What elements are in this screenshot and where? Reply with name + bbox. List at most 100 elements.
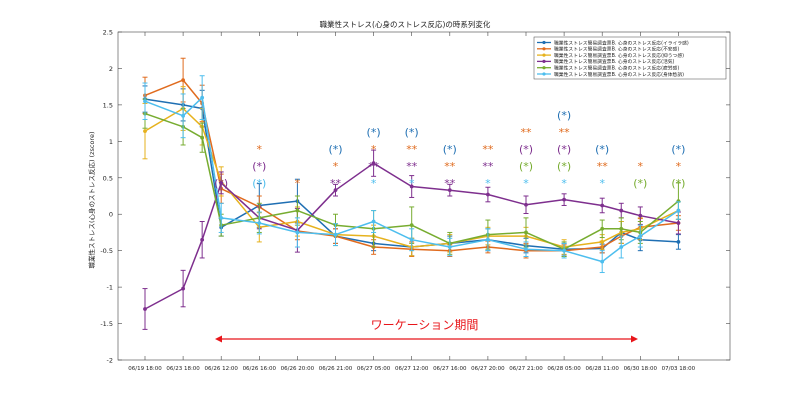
data-point <box>676 221 681 225</box>
data-point <box>600 259 605 264</box>
significance-mark: ** <box>406 143 418 156</box>
significance-mark: (*) <box>328 143 342 156</box>
x-tick-label: 06/27 21:00 <box>509 366 543 372</box>
significance-mark: (*) <box>519 143 533 156</box>
y-axis-label: 職業性ストレス(心身のストレス反応) (zscore) <box>87 131 96 268</box>
significance-mark: ** <box>559 126 571 139</box>
data-point <box>295 230 300 235</box>
x-tick-label: 06/26 12:00 <box>204 366 238 372</box>
significance-mark: * <box>333 160 339 173</box>
data-point <box>219 215 224 220</box>
significance-mark: * <box>599 177 605 190</box>
data-point <box>619 226 624 231</box>
legend-entry: 職業性ストレス簡易調査票B. 心身のストレス反応(疲労感) <box>554 65 679 72</box>
x-tick-label: 06/27 12:00 <box>395 366 429 372</box>
significance-mark: ** <box>444 177 456 190</box>
data-point <box>638 213 643 218</box>
data-point <box>638 234 643 238</box>
significance-mark: ** <box>482 160 494 173</box>
y-tick-label: 1.5 <box>103 101 113 109</box>
y-tick-label: 2 <box>109 65 113 73</box>
significance-mark: ** <box>597 160 609 173</box>
data-point <box>524 247 528 252</box>
data-point <box>181 78 186 83</box>
x-tick-label: 06/27 16:00 <box>433 366 467 372</box>
data-point <box>524 230 528 235</box>
y-tick-label: -0.5 <box>100 247 113 255</box>
significance-mark: (*) <box>557 143 571 156</box>
y-tick-label: -1.5 <box>100 320 113 328</box>
significance-mark: (*) <box>252 160 266 173</box>
data-point <box>486 237 490 242</box>
significance-mark: (*) <box>252 177 266 190</box>
period-annotation-label: ワーケーション期間 <box>371 318 479 332</box>
legend-entry: 職業性ストレス簡易調査票B. 心身のストレス反応(イライラ感) <box>554 39 689 46</box>
data-point <box>676 208 681 213</box>
significance-mark: (*) <box>671 143 685 156</box>
data-point <box>181 113 186 118</box>
data-point <box>524 202 528 207</box>
significance-mark: * <box>561 177 567 190</box>
y-tick-label: -2 <box>107 357 113 365</box>
x-tick-label: 06/19 18:00 <box>128 366 162 372</box>
data-point <box>200 237 205 242</box>
y-tick-label: 0.5 <box>103 174 113 182</box>
axis-ticks: 2.5 2 1.5 1 0.5 0 -0.5 -1 -1.5 -2 06/19 18:00 06/23… <box>100 29 730 372</box>
significance-mark: (*) <box>595 143 609 156</box>
x-tick-label: 06/26 20:00 <box>281 366 315 372</box>
data-point <box>409 184 414 189</box>
significance-mark: (*) <box>633 177 647 190</box>
data-point <box>676 240 681 244</box>
legend-marker <box>542 59 546 64</box>
significance-mark: * <box>638 160 644 173</box>
y-tick-label: 0 <box>109 211 113 219</box>
significance-mark: ** <box>444 160 456 173</box>
data-point <box>371 161 376 166</box>
significance-mark: * <box>409 177 415 190</box>
significance-mark: (*) <box>671 177 685 190</box>
data-point <box>333 232 338 237</box>
significance-mark: ** <box>368 160 380 173</box>
significance-mark: (*) <box>519 160 533 173</box>
data-point <box>447 245 452 249</box>
period-annotation: ワーケーション期間 <box>215 318 638 343</box>
x-tick-label: 06/28 11:00 <box>585 366 619 372</box>
data-point <box>447 188 452 193</box>
data-point <box>219 180 224 185</box>
x-tick-label: 06/26 16:00 <box>243 366 277 372</box>
data-point <box>486 192 490 197</box>
significance-mark: (*) <box>367 126 381 139</box>
legend-marker <box>542 40 546 45</box>
data-point <box>143 307 147 311</box>
data-point <box>619 208 624 213</box>
significance-mark: ** <box>482 143 494 156</box>
legend-entry: 職業性ストレス簡易調査票B. 心身のストレス反応(抑うつ感) <box>554 52 684 59</box>
series-group <box>142 57 681 330</box>
data-point <box>143 129 147 134</box>
data-point <box>562 197 566 202</box>
data-point <box>257 221 262 225</box>
legend-marker <box>542 72 546 76</box>
significance-mark: ** <box>330 177 342 190</box>
legend-marker <box>542 66 546 70</box>
significance-mark: (*) <box>557 160 571 173</box>
data-point <box>200 135 205 140</box>
significance-markers: (*)*(*)(*) *(*)***(*)****(*)*****(*)*****… <box>214 109 685 190</box>
series-4 <box>142 149 681 330</box>
x-tick-label: 06/28 05:00 <box>547 366 581 372</box>
period-arrow-head-left <box>215 335 222 343</box>
legend-entry: 職業性ストレス簡易調査票B. 心身のストレス反応(活気) <box>554 58 675 65</box>
x-tick-label: 06/27 20:00 <box>471 366 505 372</box>
series-6 <box>142 75 681 274</box>
data-point <box>600 203 605 208</box>
legend-entry: 職業性ストレス簡易調査票B. 心身のストレス反応(不安感) <box>554 46 679 53</box>
significance-mark: (*) <box>443 143 457 156</box>
significance-mark: * <box>295 177 301 190</box>
legend-marker <box>542 53 546 57</box>
significance-mark: (*) <box>214 177 228 190</box>
legend-marker <box>542 47 546 51</box>
significance-mark: * <box>676 160 682 173</box>
significance-mark: * <box>485 177 491 190</box>
data-point <box>143 99 147 104</box>
